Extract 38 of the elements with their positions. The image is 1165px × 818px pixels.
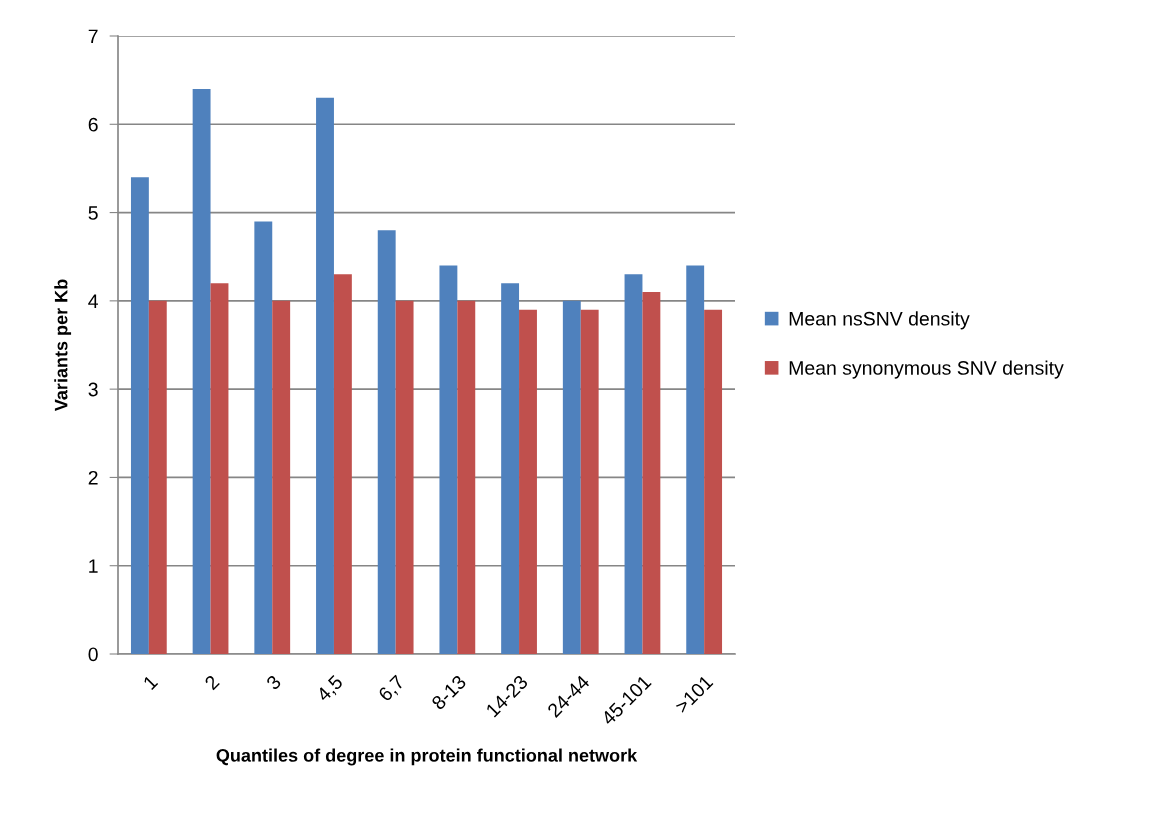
y-tick-label: 6 <box>88 117 98 132</box>
bar <box>130 177 149 654</box>
legend-label: Mean synonymous SNV density <box>789 360 1064 379</box>
y-tick-label: 3 <box>88 382 98 397</box>
x-tick-label: 3 <box>265 674 282 691</box>
bar <box>148 300 167 654</box>
x-tick-label: 2 <box>203 674 220 691</box>
x-tick-label: 6,7 <box>377 674 407 704</box>
x-tick-label: 4,5 <box>315 674 346 704</box>
bar <box>395 300 414 654</box>
bar <box>624 274 643 654</box>
bar <box>210 283 229 654</box>
y-tick-label: 7 <box>88 29 98 44</box>
bar <box>439 265 458 654</box>
bar <box>642 292 661 654</box>
bar <box>501 283 520 654</box>
x-tick-label: 8-13 <box>430 674 467 711</box>
bar <box>192 88 211 654</box>
x-axis-title: Quantiles of degree in protein functional network <box>216 748 638 766</box>
bar <box>519 309 537 654</box>
bar <box>377 230 396 654</box>
y-tick-label: 5 <box>88 206 98 220</box>
legend-label: Mean nsSNV density <box>789 311 970 330</box>
y-tick-label: 2 <box>88 470 98 485</box>
bar <box>580 309 599 654</box>
bar <box>704 309 723 654</box>
y-tick-label: 4 <box>88 294 98 308</box>
bar <box>562 300 581 654</box>
y-tick-label: 1 <box>89 559 98 573</box>
y-axis-title: Variants per Kb <box>54 279 72 412</box>
bar <box>686 265 705 654</box>
bar <box>457 300 476 654</box>
bar <box>254 221 273 654</box>
x-tick-label: 1 <box>142 674 159 691</box>
y-tick-label: 0 <box>88 647 98 662</box>
bar <box>316 97 334 654</box>
bar <box>333 274 352 654</box>
bar <box>272 300 291 654</box>
